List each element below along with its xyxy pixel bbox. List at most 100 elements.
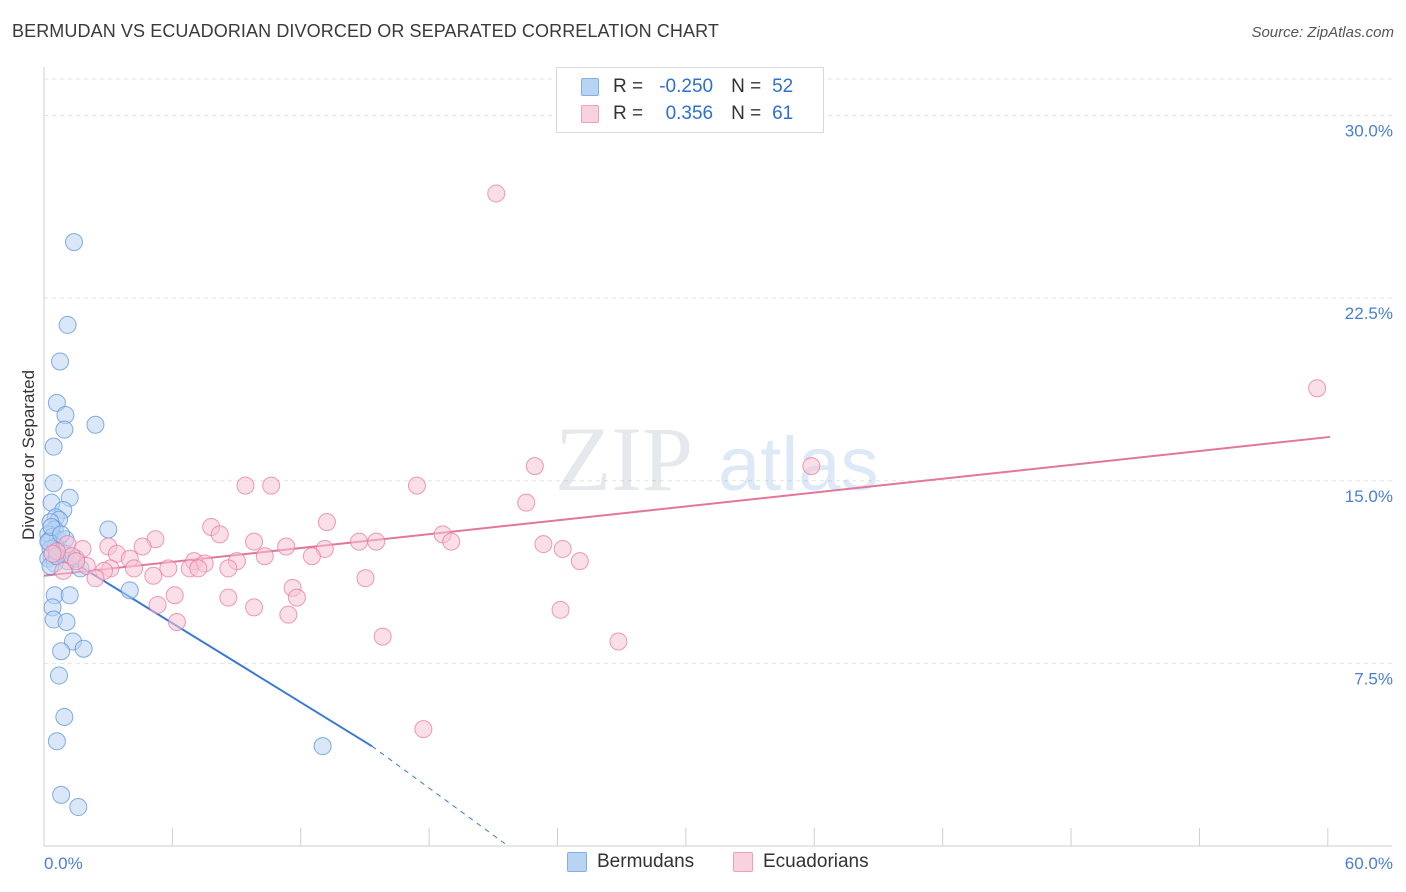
data-point xyxy=(219,559,238,578)
legend-item-bermudans: Bermudans xyxy=(567,851,694,873)
gridlines xyxy=(44,78,1392,664)
data-point xyxy=(133,537,152,556)
scatter-points xyxy=(39,184,1327,817)
series-ecuadorians xyxy=(43,184,1327,739)
legend-r-value: 0.356 xyxy=(665,103,714,124)
data-point xyxy=(517,493,536,512)
data-point xyxy=(236,476,255,495)
legend-label-ecuadorians: Ecuadorians xyxy=(763,851,869,872)
data-point xyxy=(65,233,84,252)
data-point xyxy=(277,537,296,556)
legend-row-ecuadorians: R = 0.356 N = 61 xyxy=(557,100,793,128)
data-point xyxy=(1308,379,1327,398)
data-point xyxy=(125,559,144,578)
data-point xyxy=(407,476,426,495)
axes xyxy=(43,67,1392,847)
y-axis-ticks: 7.5% 15.0% 22.5% 30.0% xyxy=(1345,122,1393,689)
data-point xyxy=(86,569,105,588)
data-point xyxy=(313,737,332,756)
y-tick-label: 7.5% xyxy=(1354,669,1393,688)
legend-n-value: 61 xyxy=(772,103,794,124)
x-axis-ticks: 0.0% 60.0% xyxy=(43,828,1393,873)
chart-title: BERMUDAN VS ECUADORIAN DIVORCED OR SEPAR… xyxy=(12,21,719,41)
data-point xyxy=(57,612,76,631)
data-point xyxy=(51,352,70,371)
data-point xyxy=(245,532,264,551)
legend-swatch-bermudans xyxy=(567,852,587,872)
data-point xyxy=(144,566,163,585)
data-point xyxy=(159,559,178,578)
data-point xyxy=(245,598,264,617)
data-point xyxy=(367,532,386,551)
data-point xyxy=(50,666,69,685)
data-point xyxy=(44,437,63,456)
y-axis-label: Divorced or Separated xyxy=(19,370,38,540)
data-point xyxy=(553,539,572,558)
data-point xyxy=(74,639,93,658)
data-point xyxy=(350,532,369,551)
series-bermudans xyxy=(39,233,332,817)
data-point xyxy=(279,605,298,624)
y-tick-label: 15.0% xyxy=(1345,487,1393,506)
data-point xyxy=(525,457,544,476)
data-point xyxy=(47,732,66,751)
watermark-atlas: atlas xyxy=(718,422,879,507)
data-point xyxy=(54,561,73,580)
legend-n-label: N = xyxy=(731,103,762,124)
legend-item-ecuadorians: Ecuadorians xyxy=(733,851,869,873)
data-point xyxy=(255,547,274,566)
legend-r-label: R = xyxy=(613,76,644,97)
legend-swatch-ecuadorians xyxy=(733,852,753,872)
data-point xyxy=(487,184,506,203)
x-tick-label-max: 60.0% xyxy=(1345,854,1393,873)
legend-swatch-bermudans xyxy=(581,78,599,96)
data-point xyxy=(570,552,589,571)
data-point xyxy=(52,642,71,661)
data-point xyxy=(69,798,88,817)
y-tick-label: 30.0% xyxy=(1345,122,1393,141)
legend-r-label: R = xyxy=(613,103,644,124)
data-point xyxy=(609,632,628,651)
data-point xyxy=(262,476,281,495)
stats-legend: R = -0.250 N = 52 R = 0.356 N = 61 xyxy=(556,67,824,133)
chart-source: Source: ZipAtlas.com xyxy=(1251,24,1394,41)
legend-n-value: 52 xyxy=(772,76,794,97)
data-point xyxy=(86,415,105,434)
data-point xyxy=(148,595,167,614)
legend-row-bermudans: R = -0.250 N = 52 xyxy=(557,73,793,101)
data-point xyxy=(414,720,433,739)
data-point xyxy=(60,586,79,605)
data-point xyxy=(302,547,321,566)
data-point xyxy=(165,586,184,605)
trend-line-bermudans-extension xyxy=(371,745,506,844)
data-point xyxy=(43,544,62,563)
data-point xyxy=(287,588,306,607)
data-point xyxy=(55,707,74,726)
watermark-zip: ZIP xyxy=(555,408,693,510)
data-point xyxy=(120,581,139,600)
data-point xyxy=(52,785,71,804)
data-point xyxy=(167,612,186,631)
data-point xyxy=(219,588,238,607)
legend-swatch-ecuadorians xyxy=(581,105,599,123)
legend-n-label: N = xyxy=(731,76,762,97)
data-point xyxy=(58,315,77,334)
data-point xyxy=(534,535,553,554)
data-point xyxy=(55,420,74,439)
series-legend: Bermudans Ecuadorians xyxy=(0,851,1406,879)
legend-label-bermudans: Bermudans xyxy=(597,851,695,872)
y-tick-label: 22.5% xyxy=(1345,304,1393,323)
data-point xyxy=(802,457,821,476)
data-point xyxy=(189,559,208,578)
data-point xyxy=(210,525,229,544)
data-point xyxy=(47,393,66,412)
data-point xyxy=(99,520,118,539)
x-tick-label-min: 0.0% xyxy=(44,854,83,873)
data-point xyxy=(373,627,392,646)
watermark: ZIP atlas xyxy=(555,408,879,510)
data-point xyxy=(317,513,336,532)
legend-r-value: -0.250 xyxy=(659,76,714,97)
data-point xyxy=(44,474,63,493)
data-point xyxy=(67,552,86,571)
